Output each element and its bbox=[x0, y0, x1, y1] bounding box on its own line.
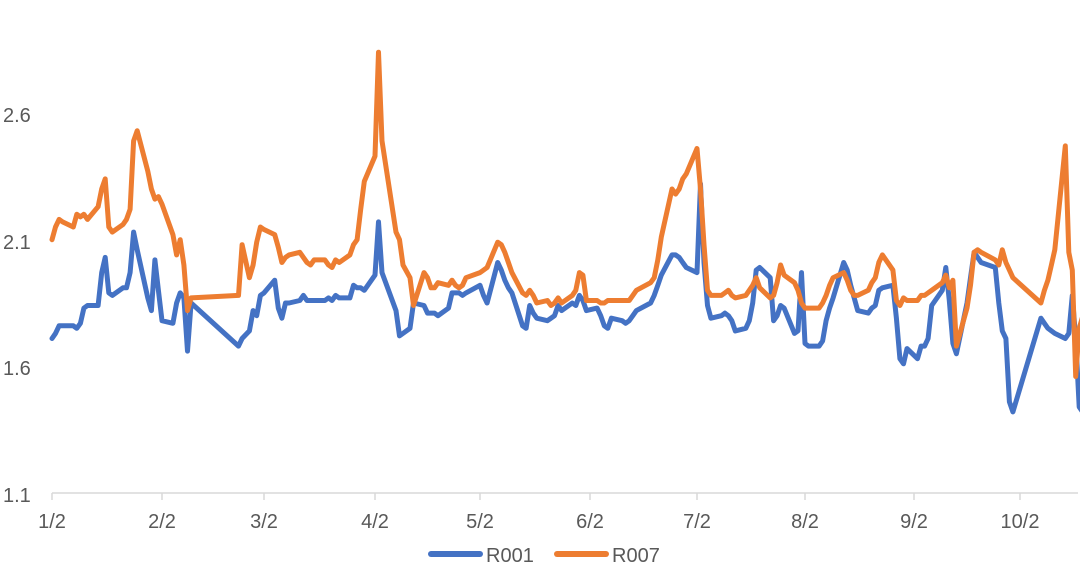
series-group bbox=[49, 49, 1080, 415]
x-tick-label: 5/2 bbox=[466, 511, 494, 533]
legend-label-r001: R001 bbox=[486, 545, 534, 567]
x-tick-label: 7/2 bbox=[683, 511, 711, 533]
x-tick-label: 6/2 bbox=[576, 511, 604, 533]
y-axis-tick-labels: 1.1 1.6 2.1 2.6 bbox=[3, 105, 31, 507]
series-line-r001 bbox=[49, 181, 1080, 415]
x-tick-label: 4/2 bbox=[361, 511, 389, 533]
legend-label-r007: R007 bbox=[612, 545, 660, 567]
x-tick-label: 3/2 bbox=[250, 511, 278, 533]
y-tick-label: 2.6 bbox=[3, 105, 31, 127]
legend-item-r007: R007 bbox=[554, 545, 660, 567]
x-tick-label: 2/2 bbox=[148, 511, 176, 533]
x-tick-label: 9/2 bbox=[900, 511, 928, 533]
legend-item-r001: R001 bbox=[428, 545, 534, 567]
x-axis: 1/2 2/2 3/2 4/2 5/2 6/2 7/2 8/2 9/2 10/2 bbox=[38, 492, 1078, 533]
y-tick-label: 1.1 bbox=[3, 485, 31, 507]
x-tick-label: 8/2 bbox=[791, 511, 819, 533]
x-axis-tick-labels: 1/2 2/2 3/2 4/2 5/2 6/2 7/2 8/2 9/2 10/2 bbox=[38, 511, 1039, 533]
legend: R001 R007 bbox=[428, 545, 660, 567]
x-tick-label: 1/2 bbox=[38, 511, 66, 533]
y-tick-label: 1.6 bbox=[3, 358, 31, 380]
y-tick-label: 2.1 bbox=[3, 232, 31, 254]
series-line-r007 bbox=[49, 49, 1080, 379]
x-axis-ticks bbox=[51, 493, 1021, 500]
x-tick-label: 10/2 bbox=[1001, 511, 1040, 533]
